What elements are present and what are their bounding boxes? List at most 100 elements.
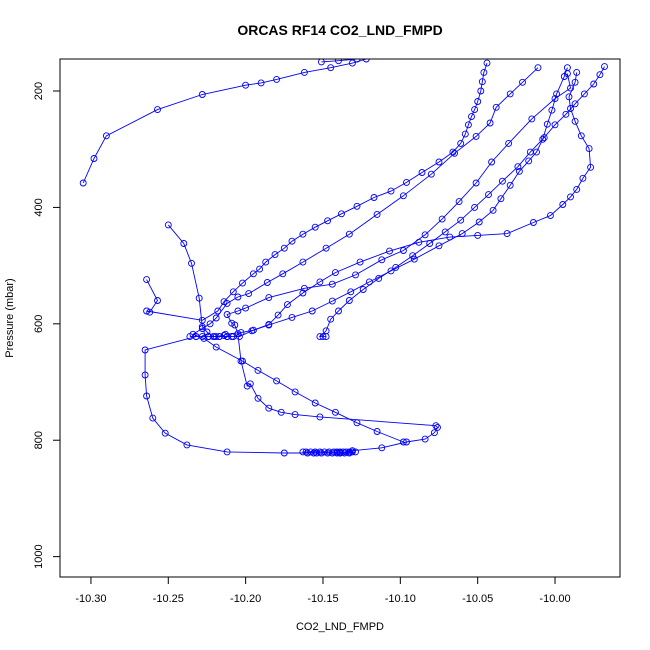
data-point xyxy=(143,307,151,315)
y-tick-label: 400 xyxy=(33,198,45,216)
data-point xyxy=(212,343,220,351)
data-point xyxy=(579,174,587,182)
data-point xyxy=(488,158,496,166)
data-point xyxy=(228,319,236,327)
x-axis-label: CO2_LND_FMPD xyxy=(296,621,384,633)
data-point xyxy=(164,221,172,229)
data-point xyxy=(239,279,246,287)
data-point xyxy=(336,449,344,457)
data-point xyxy=(553,90,561,98)
data-point xyxy=(195,294,203,302)
data-point xyxy=(214,307,222,315)
data-point xyxy=(590,80,598,88)
data-point xyxy=(300,68,308,76)
data-point xyxy=(335,307,342,315)
data-point xyxy=(263,279,271,286)
data-point xyxy=(477,87,485,95)
data-point xyxy=(265,294,273,302)
data-point xyxy=(249,270,257,278)
data-point xyxy=(328,280,336,288)
data-point xyxy=(141,371,149,379)
y-tick-label: 600 xyxy=(33,315,45,333)
data-point xyxy=(299,258,307,266)
data-point xyxy=(345,230,353,238)
data-point xyxy=(585,145,593,153)
data-point xyxy=(234,293,242,301)
data-point xyxy=(347,288,355,296)
data-point xyxy=(198,91,206,98)
data-point xyxy=(273,75,281,83)
data-point xyxy=(243,382,251,390)
data-point xyxy=(317,59,325,66)
data-point xyxy=(480,68,488,76)
data-point xyxy=(567,105,574,112)
data-point xyxy=(399,247,407,254)
data-point xyxy=(341,449,349,457)
data-point xyxy=(563,64,571,72)
data-point xyxy=(519,78,526,86)
data-point xyxy=(577,132,585,140)
data-point xyxy=(348,448,356,456)
data-point xyxy=(90,155,98,162)
data-point xyxy=(375,274,383,282)
data-point xyxy=(505,139,513,147)
data-point xyxy=(331,269,339,277)
data-point xyxy=(540,134,548,142)
data-point xyxy=(300,284,308,292)
data-point xyxy=(324,217,332,225)
data-point xyxy=(514,163,522,171)
series-8 xyxy=(299,448,359,457)
data-point xyxy=(489,206,497,214)
data-point xyxy=(580,90,588,98)
data-point xyxy=(492,103,500,111)
data-point xyxy=(245,290,253,298)
data-point xyxy=(280,244,288,252)
data-point xyxy=(548,106,556,114)
data-point xyxy=(567,84,574,92)
data-point xyxy=(399,438,407,446)
data-point xyxy=(325,448,333,456)
data-point xyxy=(180,240,188,247)
data-point xyxy=(399,192,407,200)
data-point xyxy=(472,179,480,187)
data-point xyxy=(386,247,393,255)
data-point xyxy=(421,231,429,239)
data-point xyxy=(427,170,435,178)
data-point xyxy=(316,278,324,286)
data-point xyxy=(471,203,479,211)
data-point xyxy=(280,449,288,457)
data-point xyxy=(409,252,417,260)
data-point xyxy=(560,73,568,80)
y-axis: 200 400 600 800 1000 xyxy=(33,82,61,569)
y-tick-label: 200 xyxy=(33,82,45,100)
data-point xyxy=(353,419,361,427)
data-point xyxy=(596,71,604,79)
data-point xyxy=(319,333,327,341)
data-point xyxy=(335,59,342,65)
x-tick-label: -10.00 xyxy=(539,593,570,605)
data-point xyxy=(474,231,482,239)
data-point xyxy=(565,93,573,101)
data-point xyxy=(526,148,534,156)
data-point xyxy=(143,276,151,284)
series-line xyxy=(144,72,592,454)
data-point xyxy=(434,423,441,431)
data-point xyxy=(435,158,443,166)
data-point xyxy=(271,251,279,259)
data-point xyxy=(378,256,386,264)
data-point xyxy=(279,270,287,278)
data-point xyxy=(322,244,330,252)
y-axis-label: Pressure (mbar) xyxy=(4,278,16,357)
data-point xyxy=(299,289,307,297)
data-point xyxy=(506,90,514,98)
data-point xyxy=(559,201,567,208)
data-point xyxy=(188,259,195,267)
data-point xyxy=(154,297,161,304)
x-tick-label: -10.15 xyxy=(307,593,338,605)
data-point xyxy=(464,121,472,129)
data-point xyxy=(102,132,110,140)
data-point xyxy=(378,444,386,452)
data-point xyxy=(317,449,325,457)
data-point xyxy=(506,181,514,189)
data-point xyxy=(149,414,157,422)
